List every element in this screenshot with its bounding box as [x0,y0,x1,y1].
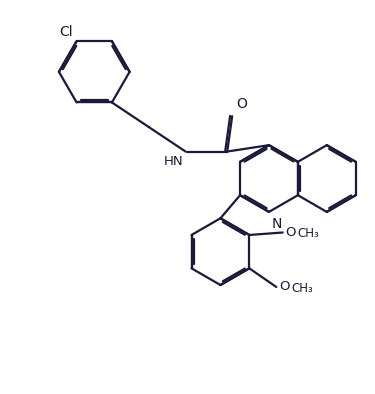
Text: N: N [272,217,282,231]
Text: Cl: Cl [59,25,73,39]
Text: CH₃: CH₃ [291,282,313,295]
Text: O: O [236,97,247,111]
Text: O: O [279,281,290,294]
Text: O: O [286,226,296,239]
Text: HN: HN [164,156,183,169]
Text: CH₃: CH₃ [297,227,319,240]
